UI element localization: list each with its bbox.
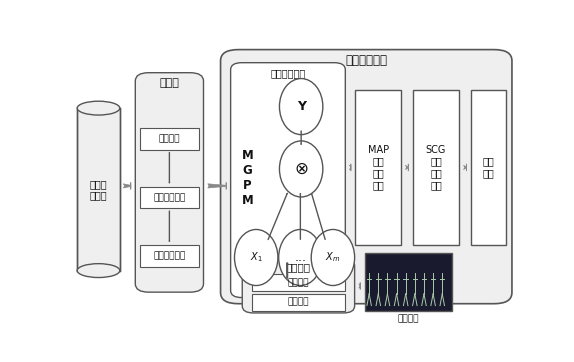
Text: 参数估计: 参数估计 xyxy=(288,298,309,307)
Bar xyxy=(251,274,346,291)
Text: 标记先验信息: 标记先验信息 xyxy=(153,193,185,202)
Text: 运动数据建模: 运动数据建模 xyxy=(270,68,305,78)
Bar xyxy=(471,90,506,245)
Text: Y: Y xyxy=(297,100,305,113)
Bar xyxy=(77,108,120,270)
Text: 运动合成: 运动合成 xyxy=(286,262,311,273)
Ellipse shape xyxy=(77,101,120,115)
Bar xyxy=(140,187,199,208)
Bar xyxy=(413,90,459,245)
Bar xyxy=(355,90,401,245)
FancyBboxPatch shape xyxy=(242,259,355,313)
Bar xyxy=(140,128,199,150)
Ellipse shape xyxy=(280,79,323,135)
Ellipse shape xyxy=(77,264,120,278)
Bar xyxy=(364,253,452,311)
Text: MAP
构造
目标
函数: MAP 构造 目标 函数 xyxy=(368,145,389,190)
Text: 生成
模型: 生成 模型 xyxy=(482,157,494,178)
FancyBboxPatch shape xyxy=(135,73,204,292)
Text: $X_m$: $X_m$ xyxy=(325,251,340,264)
Text: 新的运动: 新的运动 xyxy=(397,315,419,324)
Text: 数据分段: 数据分段 xyxy=(158,134,180,143)
FancyBboxPatch shape xyxy=(220,50,512,304)
Bar xyxy=(140,245,199,267)
Text: 预处理: 预处理 xyxy=(160,79,179,88)
FancyBboxPatch shape xyxy=(231,63,346,298)
Text: 提取特征向量: 提取特征向量 xyxy=(153,252,185,261)
Text: ⊗: ⊗ xyxy=(294,160,308,178)
Ellipse shape xyxy=(280,141,323,197)
Text: 运动捕
获数据: 运动捕 获数据 xyxy=(90,179,107,201)
Text: $X_1$: $X_1$ xyxy=(250,251,262,264)
Ellipse shape xyxy=(278,230,322,286)
Text: SCG
求解
未知
参数: SCG 求解 未知 参数 xyxy=(426,145,446,190)
Ellipse shape xyxy=(235,230,278,286)
Text: 生成模型构建: 生成模型构建 xyxy=(345,54,387,67)
Text: M
G
P
M: M G P M xyxy=(242,149,254,207)
Text: 插值参数: 插值参数 xyxy=(288,278,309,287)
Text: ...: ... xyxy=(294,251,307,264)
Ellipse shape xyxy=(311,230,355,286)
Bar xyxy=(251,294,346,311)
